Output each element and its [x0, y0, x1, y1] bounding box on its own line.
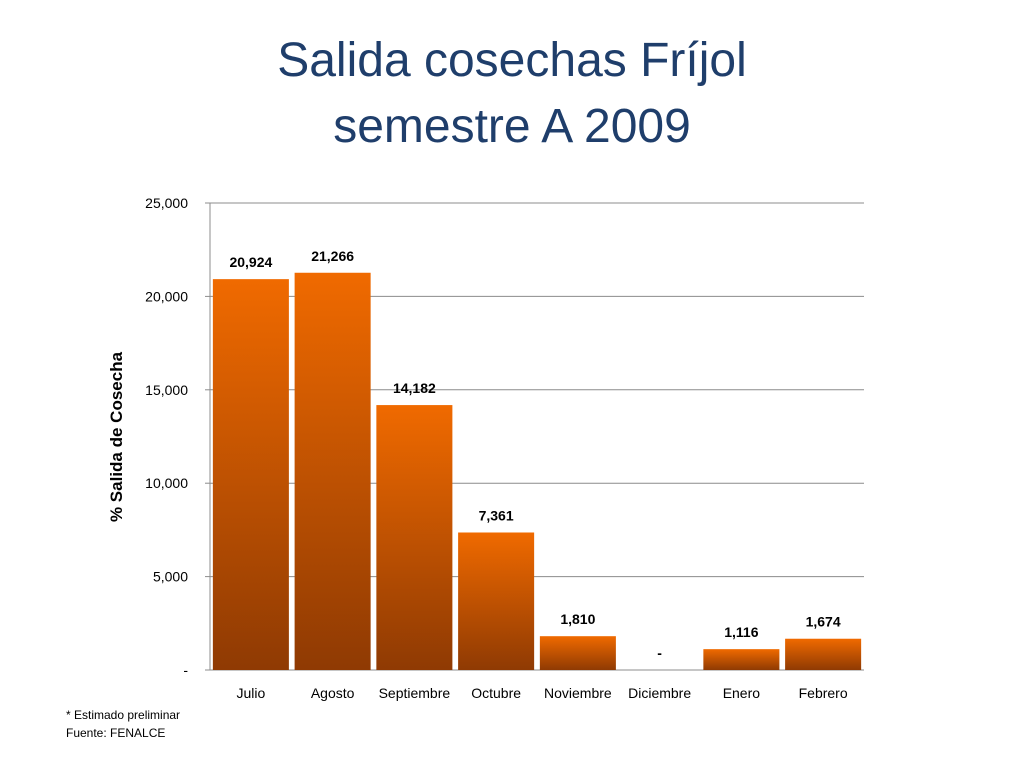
bar-septiembre [376, 405, 453, 670]
slide-title: Salida cosechas Fríjol semestre A 2009 [0, 28, 1024, 160]
y-tick-label: - [183, 662, 188, 678]
data-label: 7,361 [479, 507, 514, 523]
bar-octubre [458, 532, 535, 670]
data-labels: 20,924 21,266 14,182 7,361 1,810 - 1,116 1,674 [229, 248, 840, 661]
data-label: 14,182 [393, 380, 436, 396]
title-line-2: semestre A 2009 [333, 100, 691, 153]
x-tick-label: Agosto [311, 685, 355, 701]
y-tick-label: 10,000 [145, 475, 188, 491]
title-line-1: Salida cosechas Fríjol [277, 34, 747, 87]
x-tick-label: Julio [236, 685, 265, 701]
y-tick-label: 20,000 [145, 288, 188, 304]
bar-febrero [785, 638, 862, 670]
footnote: * Estimado preliminar [66, 708, 181, 722]
data-label: 21,266 [311, 248, 354, 264]
y-tick-label: 5,000 [153, 569, 188, 585]
data-label: 20,924 [229, 254, 272, 270]
bar-enero [703, 649, 780, 670]
x-tick-label: Octubre [471, 685, 521, 701]
bar-noviembre [539, 636, 616, 670]
x-tick-label: Septiembre [379, 685, 451, 701]
bars [212, 272, 862, 670]
data-label: - [657, 645, 662, 661]
y-tick-label: 15,000 [145, 382, 188, 398]
data-label: 1,674 [806, 614, 841, 630]
axes: - 5,000 10,000 15,000 20,000 25,000 Julio Agost… [145, 195, 848, 701]
y-tick-label: 25,000 [145, 195, 188, 211]
data-label: 1,810 [560, 611, 595, 627]
data-label: 1,116 [724, 624, 758, 640]
x-tick-label: Diciembre [628, 685, 691, 701]
source-note: Fuente: FENALCE [66, 726, 166, 740]
bar-agosto [294, 272, 371, 670]
x-tick-label: Febrero [799, 685, 848, 701]
bar-julio [212, 279, 289, 670]
x-tick-label: Noviembre [544, 685, 612, 701]
x-tick-label: Enero [723, 685, 761, 701]
y-axis-title: % Salida de Cosecha [107, 351, 126, 522]
